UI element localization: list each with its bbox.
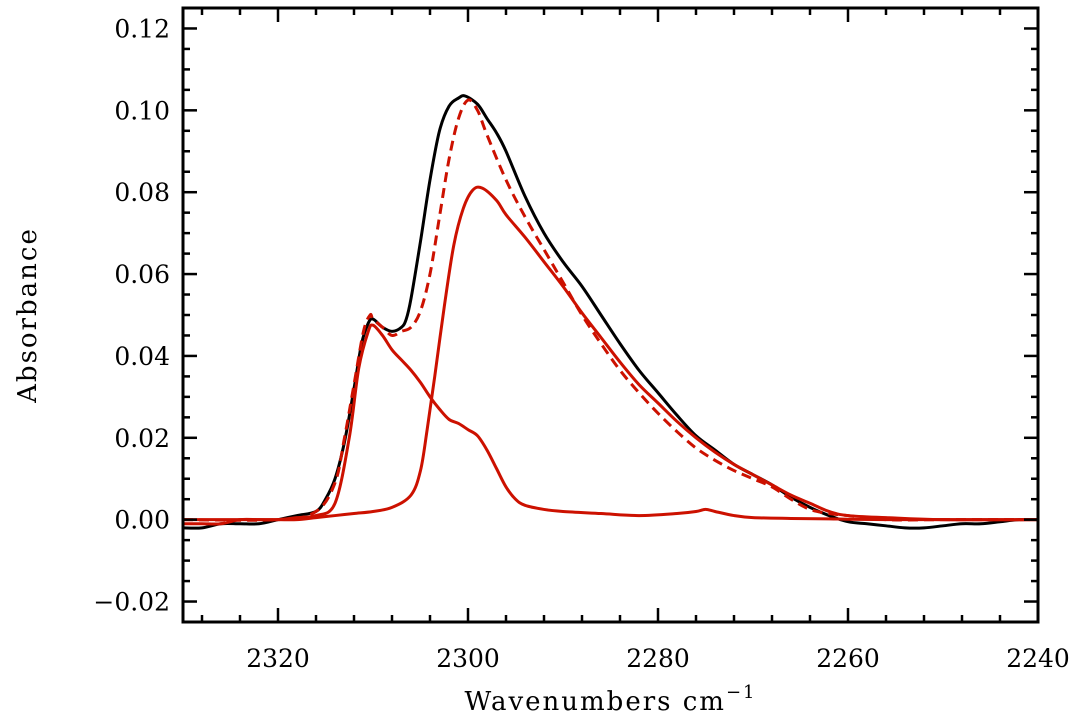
- y-axis-title: Absorbance: [13, 227, 43, 404]
- series-line-1: [182, 94, 1039, 530]
- y-tick-label: 0.12: [114, 14, 170, 43]
- x-tick-label: 2280: [626, 644, 690, 673]
- y-tick-labels: −0.02 0.00 0.02 0.04 0.06 0.08 0.10 0.12: [93, 14, 170, 616]
- x-axis-title-text: Wavenumbers cm: [464, 687, 725, 717]
- ticks-layer: [183, 6, 1040, 624]
- y-tick-label: 0.00: [114, 506, 170, 535]
- plot-frame: [181, 6, 1040, 624]
- y-tick-label: 0.10: [114, 96, 170, 125]
- x-tick-label: 2320: [246, 644, 310, 673]
- x-tick-label: 2300: [436, 644, 500, 673]
- y-tick-label: 0.06: [114, 260, 170, 289]
- y-tick-label: 0.02: [114, 424, 170, 453]
- x-tick-label: 2240: [1006, 644, 1070, 673]
- x-tick-labels: 2320 2300 2280 2260 2240: [246, 644, 1070, 673]
- series-line-3: [183, 185, 1039, 522]
- x-tick-label: 2260: [816, 644, 880, 673]
- series-line-2: [182, 98, 1038, 522]
- y-tick-label: 0.04: [114, 342, 170, 371]
- x-axis-title: Wavenumbers cm−1: [464, 682, 756, 717]
- y-tick-label: 0.08: [114, 178, 170, 207]
- series-layer: [182, 94, 1039, 530]
- y-tick-label: −0.02: [93, 588, 170, 617]
- x-axis-title-superscript: −1: [726, 682, 757, 703]
- series-line-4: [183, 323, 1038, 526]
